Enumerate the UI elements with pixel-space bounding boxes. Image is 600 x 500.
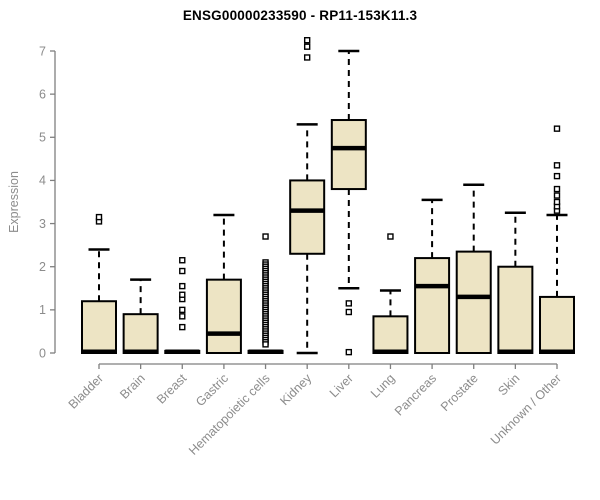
outlier-point [262, 341, 269, 348]
box-skin [497, 211, 534, 355]
box-hematopoietic-cells [247, 233, 284, 355]
outlier-point [553, 185, 561, 193]
x-tick-label-prostate: Prostate [438, 371, 481, 414]
x-tick-label-kidney: Kidney [277, 371, 314, 408]
x-tick-label-bladder: Bladder [66, 371, 106, 411]
y-tick-label: 7 [39, 44, 46, 58]
y-tick-label: 3 [39, 217, 46, 231]
outlier-point [262, 233, 269, 240]
outlier-point [303, 37, 311, 44]
y-tick-label: 1 [39, 303, 46, 317]
iqr-box [455, 250, 492, 354]
x-tick-label-lung: Lung [368, 371, 398, 401]
iqr-box [81, 300, 117, 355]
outlier-point [303, 43, 311, 50]
iqr-box [205, 278, 242, 354]
box-kidney [289, 37, 326, 355]
box-liver [330, 49, 367, 356]
chart-title: ENSG00000233590 - RP11-153K11.3 [182, 8, 418, 23]
outlier-point [95, 213, 103, 221]
x-tick-label-hematopoietic-cells: Hematopoietic cells [186, 371, 273, 458]
iqr-box [372, 315, 409, 355]
y-tick-label: 6 [39, 87, 46, 101]
iqr-box [289, 179, 326, 255]
outlier-point [179, 306, 186, 314]
iqr-box [497, 265, 534, 355]
outlier-point [179, 257, 186, 264]
y-tick-label: 2 [39, 260, 46, 274]
box-prostate [455, 183, 492, 354]
outlier-point [179, 323, 186, 331]
box-unknown-other [538, 125, 575, 354]
y-tick-label: 4 [39, 174, 46, 188]
outlier-point [179, 313, 186, 320]
box-bladder [81, 213, 117, 355]
iqr-box [414, 257, 451, 355]
box-pancreas [414, 198, 451, 355]
outlier-point [303, 54, 311, 61]
box-gastric [205, 213, 242, 354]
iqr-box [122, 313, 159, 354]
iqr-box [330, 119, 367, 191]
outlier-point [553, 172, 561, 180]
outlier-point [345, 348, 353, 356]
x-tick-label-liver: Liver [327, 371, 356, 400]
outlier-point [179, 291, 186, 298]
outlier-point [553, 125, 561, 132]
outlier-point [179, 267, 186, 275]
outlier-point [345, 308, 353, 316]
x-tick-label-pancreas: Pancreas [392, 371, 439, 418]
outlier-point [553, 162, 561, 169]
outlier-point [387, 233, 394, 240]
y-tick-label: 0 [39, 346, 46, 360]
outlier-point [553, 198, 561, 206]
x-tick-label-skin: Skin [495, 371, 522, 398]
x-tick-label-gastric: Gastric [193, 371, 231, 409]
iqr-box [538, 295, 575, 354]
box-lung [372, 233, 409, 355]
x-tick-label-brain: Brain [117, 371, 148, 402]
y-axis: 0 1 2 3 4 5 6 7 [39, 44, 56, 360]
x-tick-label-unknown-other: Unknown / Other [488, 371, 564, 447]
outlier-point [553, 192, 561, 199]
y-tick-label: 5 [39, 131, 46, 145]
box-breast [164, 257, 201, 355]
outlier-point [345, 300, 353, 307]
outlier-point [179, 282, 186, 290]
x-tick-label-breast: Breast [154, 371, 190, 407]
box-brain [122, 278, 159, 354]
